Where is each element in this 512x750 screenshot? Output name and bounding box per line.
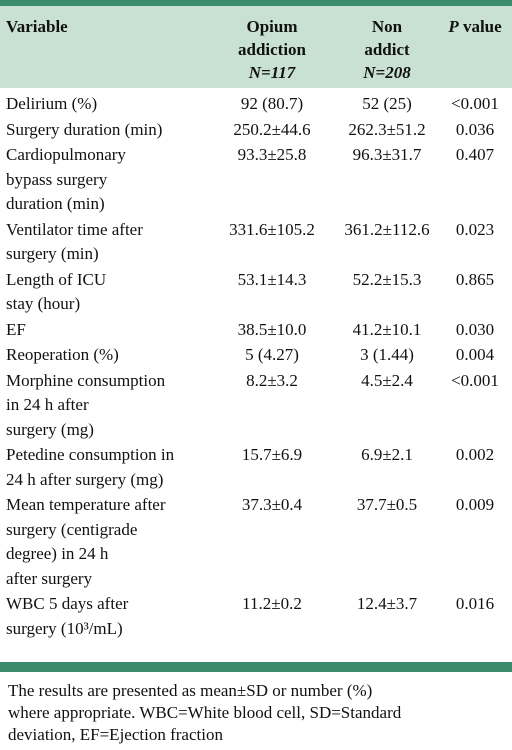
- non-addict-cell: 262.3±51.2: [348, 119, 426, 139]
- non-addict-cell: 52 (25): [362, 94, 412, 113]
- opium-cell: 250.2±44.6: [233, 119, 311, 139]
- non-addict-cell: 37.7±0.5: [356, 495, 418, 514]
- header-opium-n: N=117: [248, 63, 296, 82]
- header-non-line1: Non: [371, 17, 403, 36]
- variable-cell: Cardiopulmonary: [6, 145, 126, 164]
- header-opium-line2: addiction: [237, 40, 307, 59]
- table-bottom-bar: [0, 662, 512, 672]
- variable-cell: Ventilator time after: [6, 219, 143, 239]
- header-opium-line1: Opium: [246, 17, 298, 36]
- table-footnote: The results are presented as mean±SD or …: [8, 680, 503, 746]
- non-addict-cell: 3 (1.44): [360, 345, 414, 364]
- opium-cell: 5 (4.27): [245, 345, 299, 364]
- non-addict-cell: 6.9±2.1: [361, 445, 413, 464]
- variable-cell: duration (min): [6, 194, 105, 213]
- non-addict-cell: 361.2±112.6: [344, 219, 430, 239]
- header-p-value: P value: [441, 15, 509, 38]
- opium-cell: 8.2±3.2: [246, 370, 298, 390]
- variable-cell: 24 h after surgery (mg): [6, 469, 164, 489]
- p-value-cell: 0.036: [455, 119, 495, 139]
- header-non-n: N=208: [363, 63, 411, 82]
- p-value-cell: 0.002: [455, 445, 495, 464]
- variable-cell: Petedine consumption in: [6, 445, 175, 464]
- variable-cell: WBC 5 days after: [6, 594, 129, 613]
- p-value-cell: 0.865: [455, 269, 495, 289]
- opium-cell: 11.2±0.2: [242, 594, 302, 613]
- opium-cell: 92 (80.7): [240, 94, 304, 113]
- footnote-line: deviation, EF=Ejection fraction: [8, 725, 223, 744]
- variable-cell: Delirium (%): [6, 94, 98, 113]
- opium-cell: 53.1±14.3: [237, 269, 307, 289]
- opium-cell: 15.7±6.9: [241, 445, 303, 464]
- variable-cell: surgery (mg): [6, 419, 94, 439]
- p-value-cell: 0.004: [455, 345, 495, 364]
- variable-cell: surgery (centigrade: [6, 519, 138, 539]
- header-variable: Variable: [6, 17, 68, 36]
- header-p-label: P: [448, 17, 459, 36]
- p-value-cell: 0.009: [455, 495, 495, 514]
- opium-cell: 331.6±105.2: [229, 219, 315, 239]
- variable-cell: degree) in 24 h: [6, 544, 109, 563]
- variable-cell: Morphine consumption: [6, 370, 166, 390]
- table-top-bar: [0, 0, 512, 6]
- opium-cell: 38.5±10.0: [237, 319, 307, 339]
- variable-cell: stay (hour): [6, 294, 81, 313]
- non-addict-cell: 4.5±2.4: [361, 370, 413, 390]
- p-value-cell: 0.030: [455, 319, 495, 339]
- variable-cell: EF: [6, 319, 26, 339]
- header-p-word: value: [462, 17, 502, 36]
- variable-cell: surgery (10³/mL): [6, 618, 123, 638]
- variable-cell: surgery (min): [6, 244, 99, 263]
- p-value-cell: <0.001: [451, 370, 499, 390]
- header-opium: Opium addiction N=117: [211, 15, 333, 84]
- footnote-line: where appropriate. WBC=White blood cell,…: [8, 703, 402, 722]
- p-value-cell: 0.016: [455, 594, 495, 613]
- non-addict-cell: 52.2±15.3: [352, 269, 422, 289]
- variable-cell: Length of ICU: [6, 269, 107, 289]
- variable-cell: Surgery duration (min): [6, 119, 163, 139]
- p-value-cell: 0.023: [455, 219, 495, 239]
- variable-cell: in 24 h after: [6, 395, 89, 414]
- variable-cell: after surgery: [6, 568, 93, 588]
- footnote-line: The results are presented as mean±SD or …: [8, 681, 373, 700]
- variable-cell: Reoperation (%): [6, 345, 119, 364]
- opium-cell: 37.3±0.4: [241, 495, 303, 514]
- opium-cell: 93.3±25.8: [237, 145, 307, 164]
- variable-cell: Mean temperature after: [6, 495, 166, 514]
- non-addict-cell: 96.3±31.7: [352, 145, 422, 164]
- non-addict-cell: 12.4±3.7: [356, 594, 418, 613]
- header-non-line2: addict: [364, 40, 410, 59]
- header-non-addict: Non addict N=208: [333, 15, 441, 84]
- table-header: Variable Opium addiction N=117 Non addic…: [0, 6, 512, 88]
- variable-cell: bypass surgery: [6, 169, 108, 189]
- p-value-cell: 0.407: [455, 145, 495, 164]
- non-addict-cell: 41.2±10.1: [352, 319, 422, 339]
- p-value-cell: <0.001: [451, 94, 499, 113]
